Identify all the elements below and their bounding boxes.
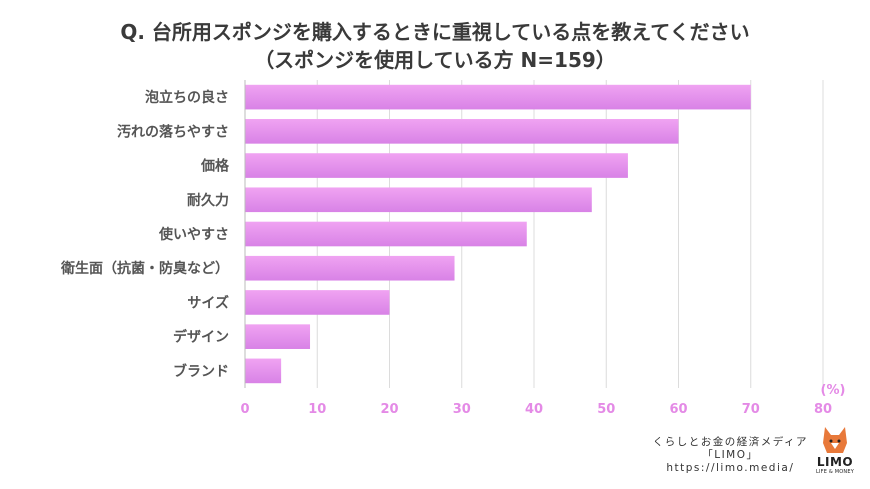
category-label-3: 耐久力 (187, 192, 229, 209)
category-label-0: 泡立ちの良さ (145, 89, 229, 106)
category-label-8: ブランド (173, 363, 229, 380)
x-tick-label-8: 80 (814, 402, 832, 417)
chart-title-line2: （スポンジを使用している方 N=159） (254, 48, 616, 72)
category-label-4: 使いやすさ (158, 226, 229, 243)
x-tick-label-7: 70 (742, 402, 760, 417)
x-tick-label-1: 10 (308, 402, 326, 417)
footer-line2: 「LIMO」 (702, 449, 759, 461)
category-label-6: サイズ (187, 294, 229, 311)
bar-4 (245, 221, 527, 247)
category-label-1: 汚れの落ちやすさ (117, 123, 229, 140)
bar-1 (245, 119, 679, 144)
footer-line1: くらしとお金の経済メディア (652, 436, 808, 448)
bar-7 (245, 324, 311, 349)
x-tick-label-4: 40 (525, 402, 543, 417)
bar-6 (245, 290, 390, 315)
bar-8 (245, 358, 282, 384)
x-tick-label-0: 0 (240, 402, 249, 417)
logo-subtitle: LIFE & MONEY (816, 469, 854, 475)
x-tick-label-6: 60 (669, 402, 687, 417)
footer-url: https://limo.media/ (666, 462, 795, 474)
x-tick-label-2: 20 (380, 402, 398, 417)
x-tick-label-3: 30 (453, 402, 471, 417)
logo-name: LIMO (816, 455, 854, 469)
bar-0 (245, 84, 751, 110)
chart-title: Q. 台所用スポンジを購入するときに重視している点を教えてください （スポンジを… (0, 18, 870, 74)
category-label-2: 価格 (200, 158, 230, 175)
limo-fox-logo-icon (823, 427, 847, 453)
footer-credit: くらしとお金の経済メディア 「LIMO」 https://limo.media/ (653, 436, 808, 475)
category-label-7: デザイン (173, 329, 229, 346)
chart-title-line1: Q. 台所用スポンジを購入するときに重視している点を教えてください (120, 20, 750, 44)
bar-2 (245, 153, 628, 178)
x-unit-label: (%) (821, 383, 846, 398)
bar-3 (245, 187, 592, 213)
x-tick-label-5: 50 (597, 402, 615, 417)
category-label-5: 衛生面（抗菌・防臭など） (60, 260, 229, 277)
bar-5 (245, 255, 455, 281)
